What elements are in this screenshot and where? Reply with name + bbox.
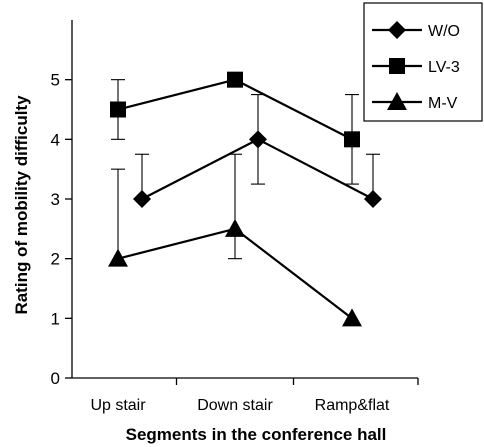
y-axis-title: Rating of mobility difficulty — [12, 95, 31, 315]
y-tick-label: 4 — [51, 130, 60, 149]
y-tick-label: 2 — [51, 250, 60, 269]
legend-label: LV-3 — [428, 59, 460, 76]
point-triangle — [225, 218, 245, 237]
legend-marker-triangle — [387, 92, 407, 110]
legend-label: W/O — [428, 23, 460, 40]
legend-marker-diamond — [388, 21, 406, 39]
point-square — [110, 101, 126, 118]
x-tick-label: Ramp&flat — [315, 397, 390, 414]
series-lines — [117, 78, 374, 320]
error-bars — [111, 79, 380, 260]
x-tick-labels: Up stair Down stair Ramp&flat — [90, 397, 389, 414]
y-tick-label: 5 — [51, 71, 60, 90]
y-tick-label: 1 — [51, 309, 60, 328]
point-square — [227, 71, 243, 88]
point-triangle — [342, 308, 362, 327]
point-square — [344, 131, 360, 148]
series-line-lv-3 — [117, 78, 353, 141]
x-tick-label: Down stair — [197, 397, 273, 414]
point-triangle — [108, 248, 128, 267]
y-tick-label: 0 — [51, 369, 60, 388]
legend-box — [363, 2, 483, 122]
legend-label: M-V — [428, 95, 458, 112]
point-diamond — [133, 190, 151, 208]
series-markers — [108, 71, 382, 327]
legend-marker-square — [389, 58, 405, 74]
legend: W/O LV-3 M-V — [363, 2, 483, 122]
point-diamond — [249, 130, 267, 149]
point-diamond — [364, 190, 382, 208]
y-ticks: 0 1 2 3 4 5 — [51, 71, 419, 388]
x-tick-label: Up stair — [90, 397, 146, 414]
y-tick-label: 3 — [51, 190, 60, 209]
x-axis-title: Segments in the conference hall — [126, 425, 387, 444]
